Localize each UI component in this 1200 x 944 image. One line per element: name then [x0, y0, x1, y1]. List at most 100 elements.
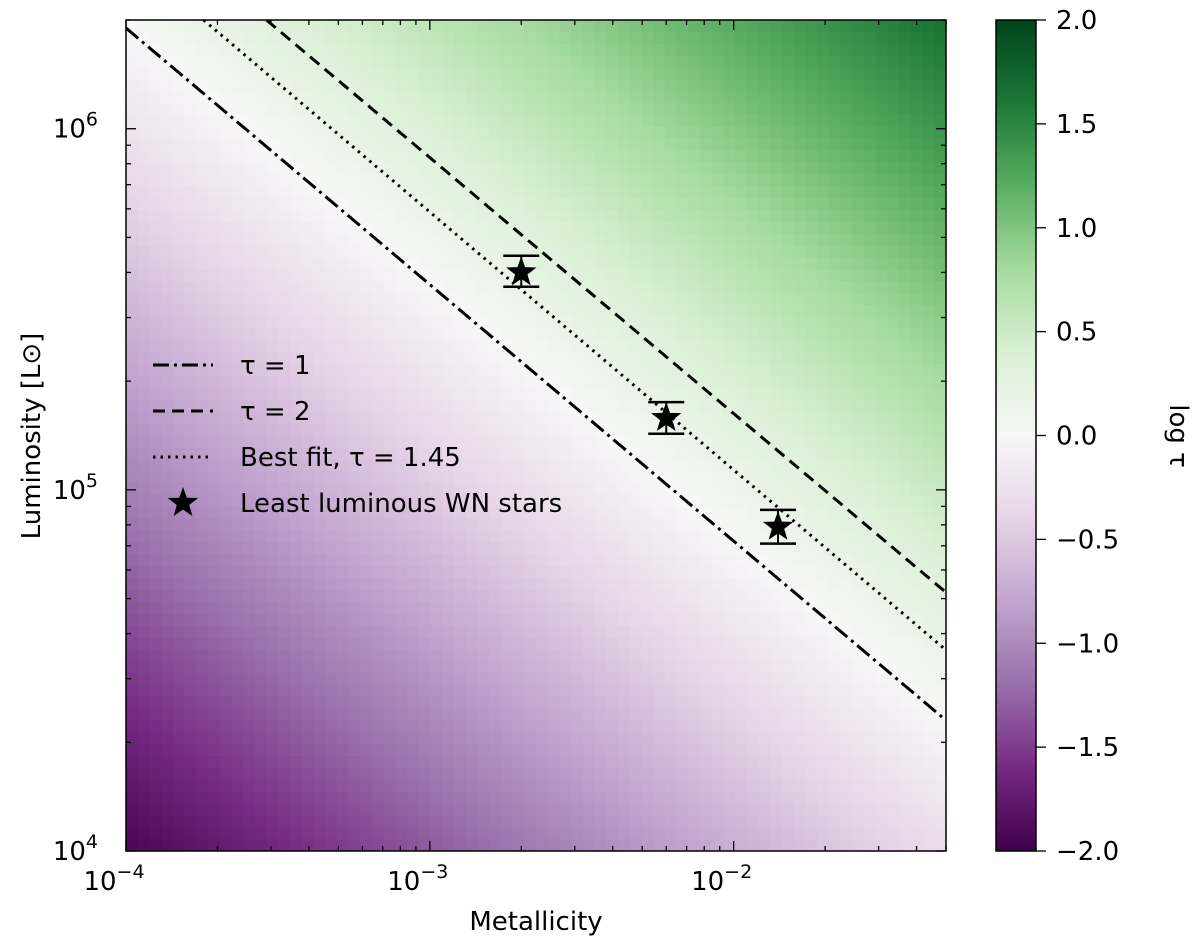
heatmap-cell [301, 506, 315, 520]
heatmap-cell [161, 566, 174, 579]
heatmap-cell [442, 815, 455, 828]
heatmap-cell [864, 20, 877, 33]
heatmap-cell [184, 767, 197, 781]
heatmap-cell [360, 554, 373, 567]
heatmap-cell [172, 827, 186, 840]
heatmap-cell [512, 827, 525, 840]
heatmap-cell [547, 506, 561, 520]
heatmap-cell [746, 245, 760, 259]
heatmap-cell [489, 340, 502, 353]
heatmap-cell [454, 672, 467, 686]
heatmap-cell [735, 791, 748, 805]
heatmap-cell [641, 281, 654, 294]
heatmap-cell [418, 328, 432, 342]
heatmap-cell [536, 649, 549, 662]
heatmap-cell [313, 566, 326, 579]
heatmap-cell [887, 328, 900, 342]
heatmap-cell [254, 839, 268, 851]
heatmap-cell [840, 186, 853, 199]
heatmap-cell [770, 791, 783, 805]
heatmap-cell [547, 471, 561, 484]
heatmap-cell [418, 637, 432, 650]
heatmap-cell [618, 328, 631, 342]
heatmap-cell [664, 150, 678, 164]
heatmap-cell [723, 174, 736, 187]
heatmap-cell [852, 269, 865, 282]
heatmap-cell [817, 601, 830, 615]
heatmap-cell [407, 732, 420, 745]
heatmap-cell [629, 530, 643, 543]
heatmap-cell [582, 20, 596, 33]
heatmap-cell [395, 91, 408, 104]
heatmap-cell [290, 827, 303, 840]
heatmap-cell [700, 221, 713, 235]
heatmap-cell [864, 150, 877, 164]
heatmap-cell [618, 767, 631, 781]
heatmap-cell [442, 103, 455, 116]
heatmap-cell [512, 114, 525, 128]
heatmap-cell [336, 257, 350, 270]
heatmap-cell [711, 506, 725, 520]
heatmap-cell [606, 672, 619, 686]
heatmap-cell [629, 601, 643, 615]
heatmap-cell [629, 352, 643, 365]
heatmap-cell [243, 316, 256, 330]
heatmap-cell [922, 506, 935, 520]
heatmap-cell [700, 756, 713, 769]
heatmap-cell [782, 91, 795, 104]
heatmap-cell [571, 209, 584, 223]
heatmap-cell [348, 103, 361, 116]
heatmap-cell [208, 376, 221, 389]
heatmap-cell [828, 399, 842, 413]
heatmap-cell [606, 79, 619, 92]
heatmap-cell [196, 530, 209, 543]
heatmap-cell [770, 114, 783, 128]
heatmap-cell [735, 577, 748, 591]
heatmap-cell [582, 328, 596, 342]
heatmap-cell [196, 328, 209, 342]
heatmap-cell [243, 756, 256, 769]
heatmap-cell [172, 732, 186, 745]
heatmap-cell [676, 304, 689, 318]
heatmap-cell [219, 756, 233, 769]
heatmap-cell [278, 257, 291, 270]
heatmap-cell [325, 672, 338, 686]
heatmap-cell [758, 103, 771, 116]
heatmap-cell [735, 518, 748, 532]
heatmap-cell [313, 767, 326, 781]
heatmap-cell [489, 79, 502, 92]
heatmap-cell [653, 209, 666, 223]
heatmap-cell [594, 589, 607, 603]
heatmap-cell [348, 601, 361, 615]
heatmap-cell [934, 150, 946, 164]
heatmap-cell [536, 55, 549, 69]
heatmap-cell [254, 304, 268, 318]
heatmap-cell [301, 577, 315, 591]
heatmap-cell [196, 613, 209, 627]
heatmap-cell [301, 31, 315, 45]
heatmap-cell [700, 732, 713, 745]
heatmap-cell [582, 577, 596, 591]
heatmap-cell [618, 162, 631, 175]
heatmap-cell [360, 245, 373, 259]
heatmap-cell [266, 55, 279, 69]
heatmap-cell [770, 67, 783, 80]
heatmap-cell [606, 174, 619, 187]
heatmap-cell [395, 423, 408, 437]
heatmap-cell [243, 637, 256, 650]
heatmap-cell [559, 316, 572, 330]
heatmap-cell [500, 649, 514, 662]
heatmap-cell [688, 542, 701, 555]
heatmap-cell [934, 542, 946, 555]
heatmap-cell [817, 720, 830, 733]
heatmap-cell [442, 637, 455, 650]
heatmap-cell [735, 459, 748, 472]
heatmap-cell [278, 637, 291, 650]
heatmap-cell [465, 625, 479, 638]
heatmap-cell [172, 304, 186, 318]
heatmap-cell [407, 388, 420, 401]
heatmap-cell [758, 91, 771, 104]
heatmap-cell [383, 625, 397, 638]
heatmap-cell [172, 779, 186, 793]
heatmap-cell [243, 20, 256, 33]
